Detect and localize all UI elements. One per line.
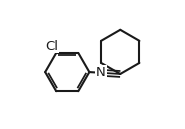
Text: N: N (96, 66, 106, 79)
Text: Cl: Cl (46, 40, 59, 53)
